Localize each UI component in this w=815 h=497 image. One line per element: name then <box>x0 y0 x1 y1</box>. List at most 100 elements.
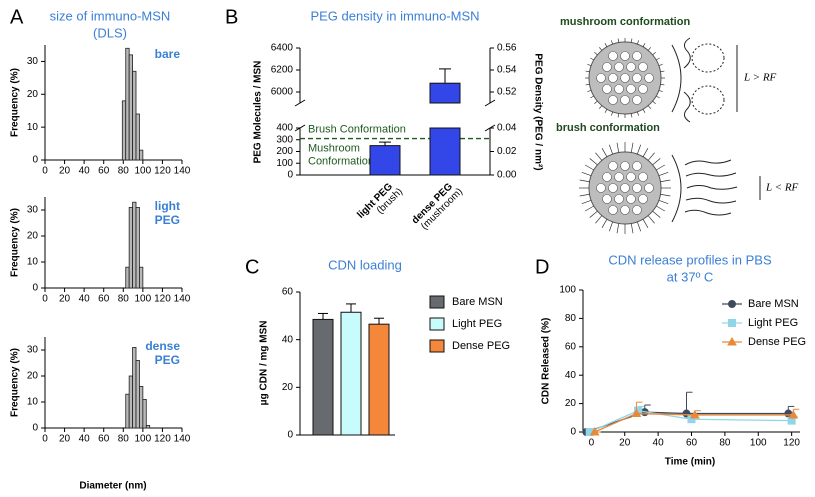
histogram-bar <box>135 359 140 429</box>
polymer-chain <box>610 111 614 116</box>
axis-label: Frequency (%) <box>10 208 21 277</box>
histogram-bar <box>142 398 147 429</box>
series-label: PEG <box>155 213 180 227</box>
bar <box>340 311 362 436</box>
histogram-bar <box>132 346 137 429</box>
polymer-chain <box>636 111 640 116</box>
polymer-chain <box>587 63 592 67</box>
diagram-title: brush conformation <box>556 122 660 134</box>
legend-label: Bare MSN <box>452 296 503 308</box>
marker <box>631 408 642 418</box>
x-tick-label: 60 <box>686 438 698 449</box>
series-label: PEG <box>155 353 180 367</box>
polymer-chain <box>647 105 651 109</box>
panel-letter: B <box>225 6 238 28</box>
y-tick-label: 40 <box>282 334 294 345</box>
y-tick-label: 0 <box>287 430 293 441</box>
x-tick-label: 0 <box>42 434 48 445</box>
y-tick-label: 20 <box>565 398 577 409</box>
pore <box>638 84 648 94</box>
histogram-bar <box>132 201 137 289</box>
pore <box>602 194 612 204</box>
axis-label: PEG Molecules / MSN <box>253 61 264 164</box>
chart-title: CDN release profiles in PBS <box>608 252 772 267</box>
y-tick-label: 0.04 <box>497 123 517 134</box>
polymer-chain <box>617 38 620 43</box>
y-tick-label: 6400 <box>271 43 294 54</box>
series-line <box>589 410 792 433</box>
pore <box>626 62 636 72</box>
marker <box>687 415 696 424</box>
polymer-chain <box>630 142 634 153</box>
polymer-chain <box>660 179 671 183</box>
polymer-chain <box>610 40 614 45</box>
polymer-chain <box>642 219 649 229</box>
pore <box>608 161 618 171</box>
polymer-chain <box>589 210 598 218</box>
polymer-chain <box>590 57 594 61</box>
diagram-title: mushroom conformation <box>560 16 690 28</box>
polymer-chain <box>658 171 669 177</box>
legend-label: Light PEG <box>452 318 502 330</box>
pore <box>632 95 642 105</box>
bar <box>429 127 461 176</box>
x-tick-label: 40 <box>79 434 91 445</box>
marker <box>788 409 799 419</box>
polymer-chain <box>636 144 642 155</box>
x-tick-label: 80 <box>118 294 130 305</box>
polymer-chain <box>642 147 649 157</box>
axis-label: Time (min) <box>665 457 715 468</box>
polymer-chain <box>604 43 608 47</box>
legend-swatch <box>429 317 445 331</box>
polymer-chain <box>599 47 603 51</box>
y-tick-label: 60 <box>565 341 577 352</box>
polymer-chain <box>652 100 656 104</box>
polymer-chain <box>647 47 651 51</box>
x-tick-label: 40 <box>653 438 665 449</box>
x-tick-label: 140 <box>174 294 191 305</box>
bar <box>312 318 334 436</box>
histogram-bar <box>128 375 133 429</box>
x-tick-label: 120 <box>783 438 800 449</box>
y-tick-label: 10 <box>27 122 39 133</box>
y-tick-label: 6200 <box>271 65 294 76</box>
chart-title: at 37º C <box>667 269 714 284</box>
x-tick-label: 20 <box>619 438 631 449</box>
y-tick-label: 0 <box>570 427 576 438</box>
y-tick-label: 0 <box>32 423 38 434</box>
pore <box>602 62 612 72</box>
pore <box>620 183 630 193</box>
series-label: light <box>155 199 180 213</box>
x-tick-label: 100 <box>135 166 152 177</box>
x-tick-label: 100 <box>135 434 152 445</box>
bar <box>369 145 401 176</box>
y-tick-label: 10 <box>27 397 39 408</box>
polymer-chain <box>594 52 598 56</box>
x-tick-label: 0 <box>42 166 48 177</box>
y-tick-label: 0.00 <box>497 170 517 181</box>
pore <box>608 51 618 61</box>
pore <box>620 161 630 171</box>
legend-marker <box>727 336 737 346</box>
polymer-chain <box>630 38 633 43</box>
marker <box>589 426 600 436</box>
legend-label: Light PEG <box>748 317 798 329</box>
polymer-chain <box>642 43 646 47</box>
polymer-chain <box>658 199 669 205</box>
polymer-chain <box>652 210 661 218</box>
pore <box>632 73 642 83</box>
polymer-chain <box>594 100 598 104</box>
pore <box>632 51 642 61</box>
polymer-chain <box>584 164 594 171</box>
x-tick-label: 0 <box>589 438 595 449</box>
pore <box>638 194 648 204</box>
legend-label: Dense PEG <box>452 340 510 352</box>
polymer-chain <box>652 158 661 166</box>
y-tick-label: 200 <box>276 146 293 157</box>
x-tick-label: 60 <box>98 434 110 445</box>
y-tick-label: 400 <box>276 123 293 134</box>
legend-swatch <box>429 295 445 309</box>
x-tick-label: 20 <box>59 294 71 305</box>
diagram-relation: L < RF <box>765 182 799 194</box>
polymer-chain <box>660 193 671 197</box>
